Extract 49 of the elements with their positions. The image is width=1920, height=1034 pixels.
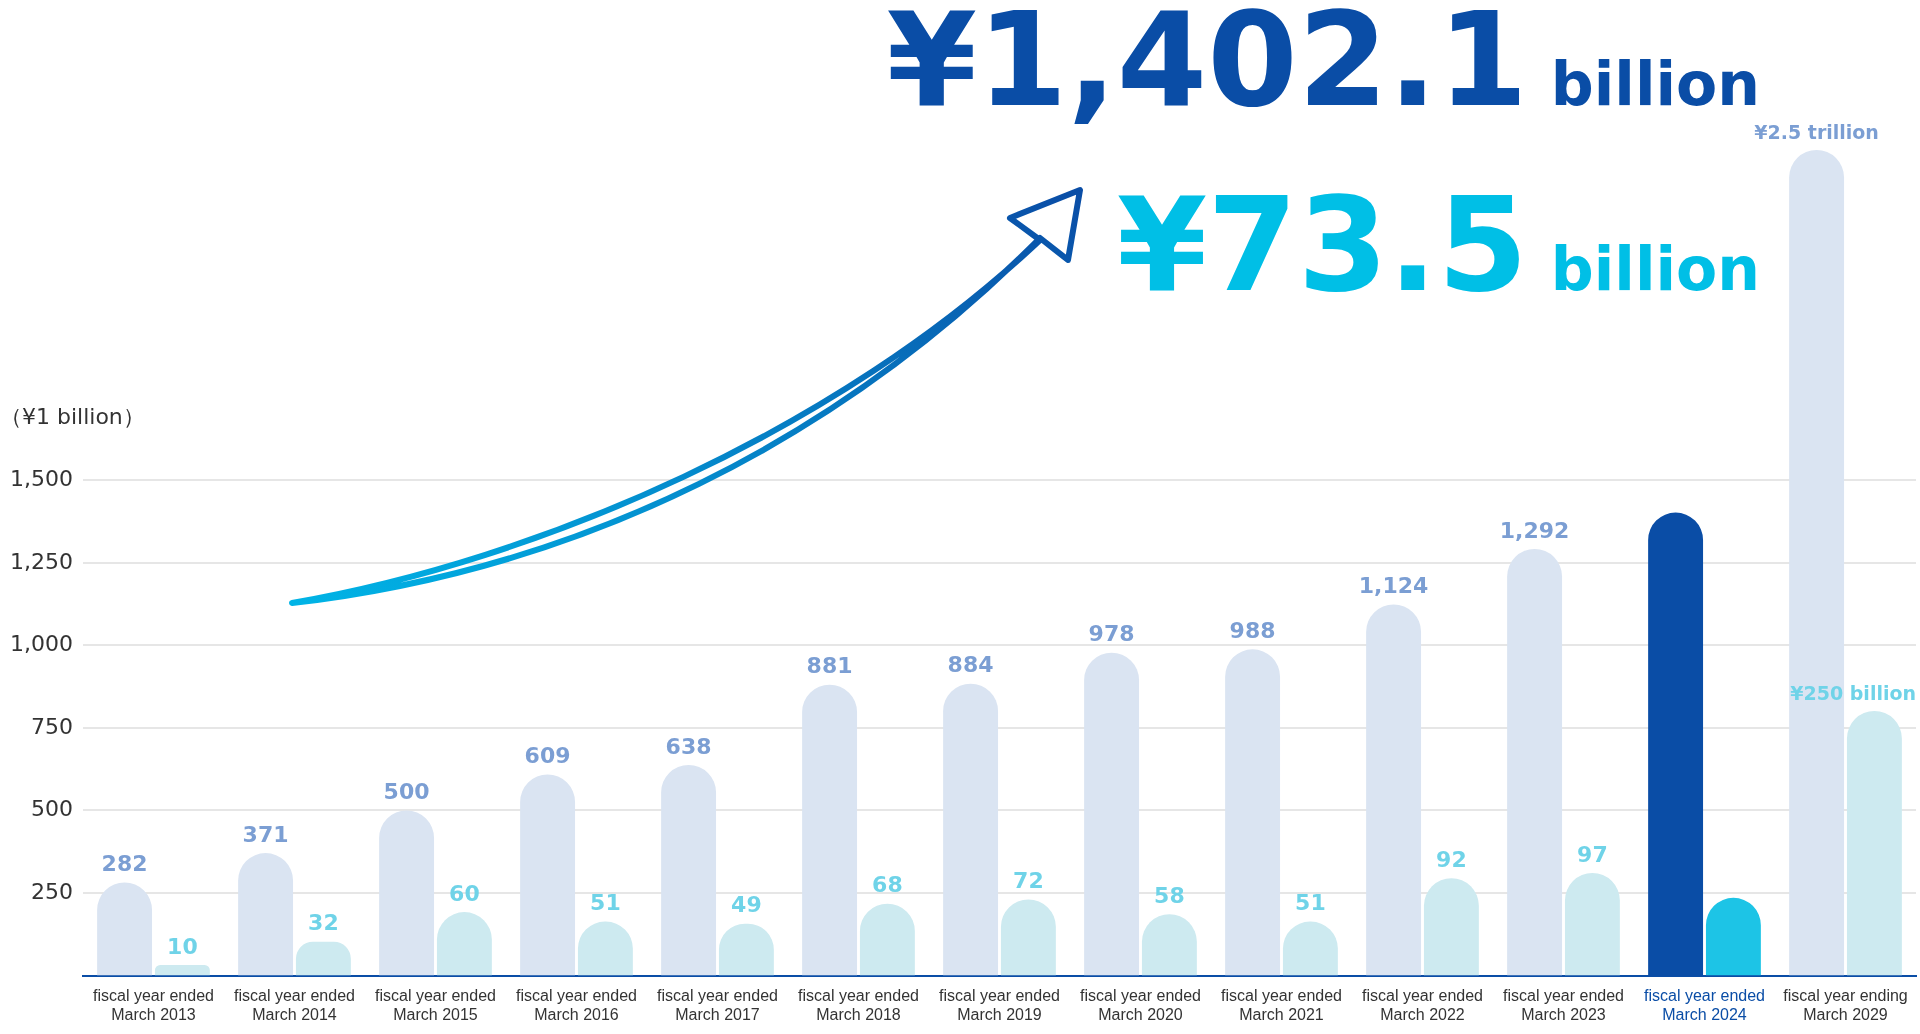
x-tick-label: fiscal year ended March 2014 [234,986,355,1023]
data-label: 51 [1295,890,1326,916]
data-label: 10 [167,933,198,959]
data-label: 1,292 [1499,517,1570,543]
data-label: 92 [1436,846,1467,872]
x-tick-label: fiscal year ended March 2024 [1644,986,1765,1023]
data-label: 97 [1577,841,1608,867]
y-tick-label: 1,500 [10,465,73,491]
data-label: 978 [1088,621,1135,647]
data-label: 371 [242,821,289,847]
y-tick-label: 1,000 [10,631,73,657]
data-label: 500 [383,779,430,805]
y-tick-label: 250 [30,878,73,904]
data-label: 609 [524,743,571,769]
y-tick-label: 1,250 [10,548,73,574]
data-label: 68 [872,872,903,898]
x-tick-label: fiscal year ended March 2021 [1221,986,1342,1023]
x-tick-label: fiscal year ended March 2017 [657,986,778,1023]
data-label: 60 [449,880,480,906]
data-label: 1,124 [1358,573,1429,599]
data-label: 58 [1154,882,1185,908]
x-tick-label: fiscal year ended March 2013 [93,986,214,1023]
data-label: 282 [101,851,148,877]
data-label: 72 [1013,868,1044,894]
data-label: 884 [947,652,994,678]
x-tick-label: fiscal year ended March 2018 [798,986,919,1023]
data-label: ¥250 billion [1790,682,1916,705]
bar [1564,872,1620,976]
x-tick-label: fiscal year ended March 2016 [516,986,637,1023]
y-axis-title: （¥1 billion） [0,403,145,429]
x-tick-label: fiscal year ended March 2019 [939,986,1060,1023]
y-tick-label: 750 [30,713,73,739]
data-label: 988 [1229,618,1276,644]
x-tick-label: fiscal year ending March 2029 [1783,986,1908,1023]
bar [1423,878,1479,976]
x-tick-label: fiscal year ended March 2020 [1080,986,1201,1023]
x-tick-label: fiscal year ended March 2022 [1362,986,1483,1023]
data-label: 638 [665,733,712,759]
data-label: 881 [806,653,853,679]
data-label: 49 [731,892,762,918]
data-label: 32 [308,910,339,936]
data-label: 51 [590,890,621,916]
x-tick-label: fiscal year ended March 2023 [1503,986,1624,1023]
bar [154,965,210,976]
bar [295,941,351,976]
bar [1846,710,1902,976]
y-tick-label: 500 [30,796,73,822]
annotation: ¥73.5 billion [1116,169,1761,321]
x-tick-label: fiscal year ended March 2015 [375,986,496,1023]
